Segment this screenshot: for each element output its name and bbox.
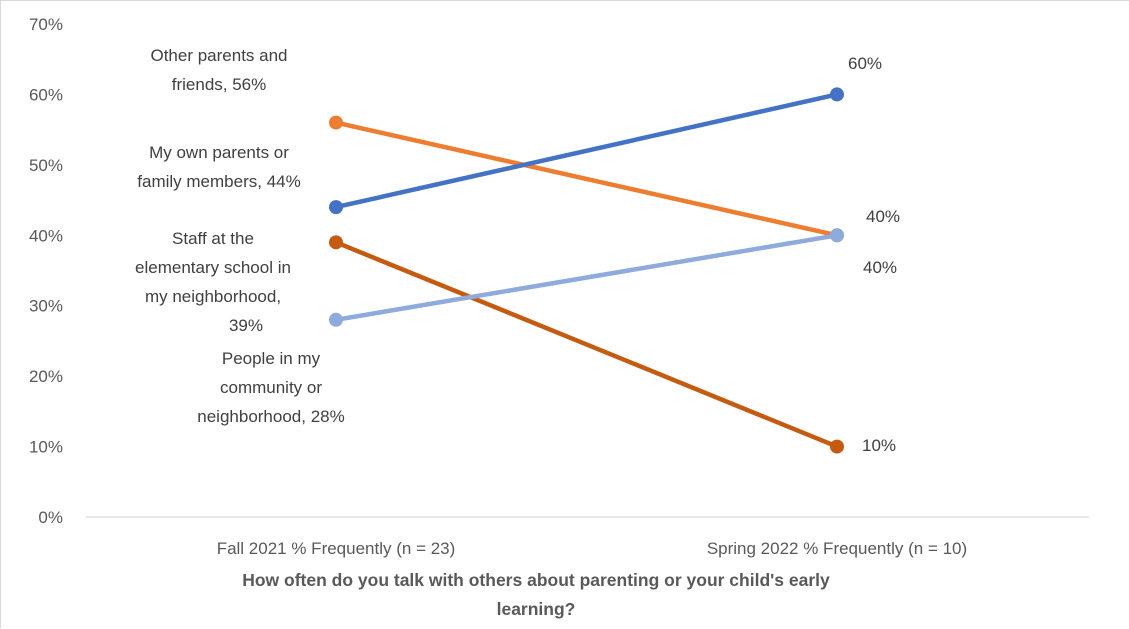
- x-axis-title: How often do you talk with others about …: [242, 570, 830, 619]
- y-tick-label: 30%: [29, 297, 63, 316]
- data-label: 40%: [866, 207, 900, 226]
- data-point: [329, 235, 343, 250]
- y-tick-label: 20%: [29, 367, 63, 386]
- data-label: 40%: [863, 258, 897, 277]
- series-line: [333, 240, 840, 449]
- data-point: [329, 200, 343, 215]
- data-point: [830, 439, 844, 454]
- y-tick-label: 40%: [29, 226, 63, 245]
- data-label: Staff at the elementary school in my neigh…: [135, 229, 291, 335]
- y-tick-label: 0%: [38, 508, 63, 527]
- x-tick-label: Spring 2022 % Frequently (n = 10): [707, 539, 967, 558]
- series-points: [329, 87, 844, 454]
- data-point: [830, 87, 844, 102]
- data-labels: Other parents and friends, 56% 40% My own p…: [135, 46, 900, 455]
- data-label: People in my community or neighborhood, 28…: [197, 349, 344, 426]
- series-line: [333, 233, 840, 323]
- data-point: [830, 228, 844, 243]
- series-line: [333, 92, 840, 210]
- x-axis-categories: Fall 2021 % Frequently (n = 23) Spring 20…: [217, 539, 967, 558]
- data-point: [329, 115, 343, 130]
- data-label: Other parents and friends, 56%: [150, 46, 287, 94]
- data-label: My own parents or family members, 44%: [137, 143, 300, 191]
- y-tick-label: 50%: [29, 156, 63, 175]
- y-tick-label: 70%: [29, 15, 63, 34]
- series-line: [333, 120, 840, 238]
- y-tick-label: 10%: [29, 438, 63, 457]
- data-label: 60%: [848, 54, 882, 73]
- y-tick-label: 60%: [29, 85, 63, 104]
- x-tick-label: Fall 2021 % Frequently (n = 23): [217, 539, 456, 558]
- y-axis: 0% 10% 20% 30% 40% 50% 60% 70%: [29, 15, 63, 527]
- series-lines: [333, 92, 840, 449]
- data-label: 10%: [862, 436, 896, 455]
- data-point: [329, 312, 343, 327]
